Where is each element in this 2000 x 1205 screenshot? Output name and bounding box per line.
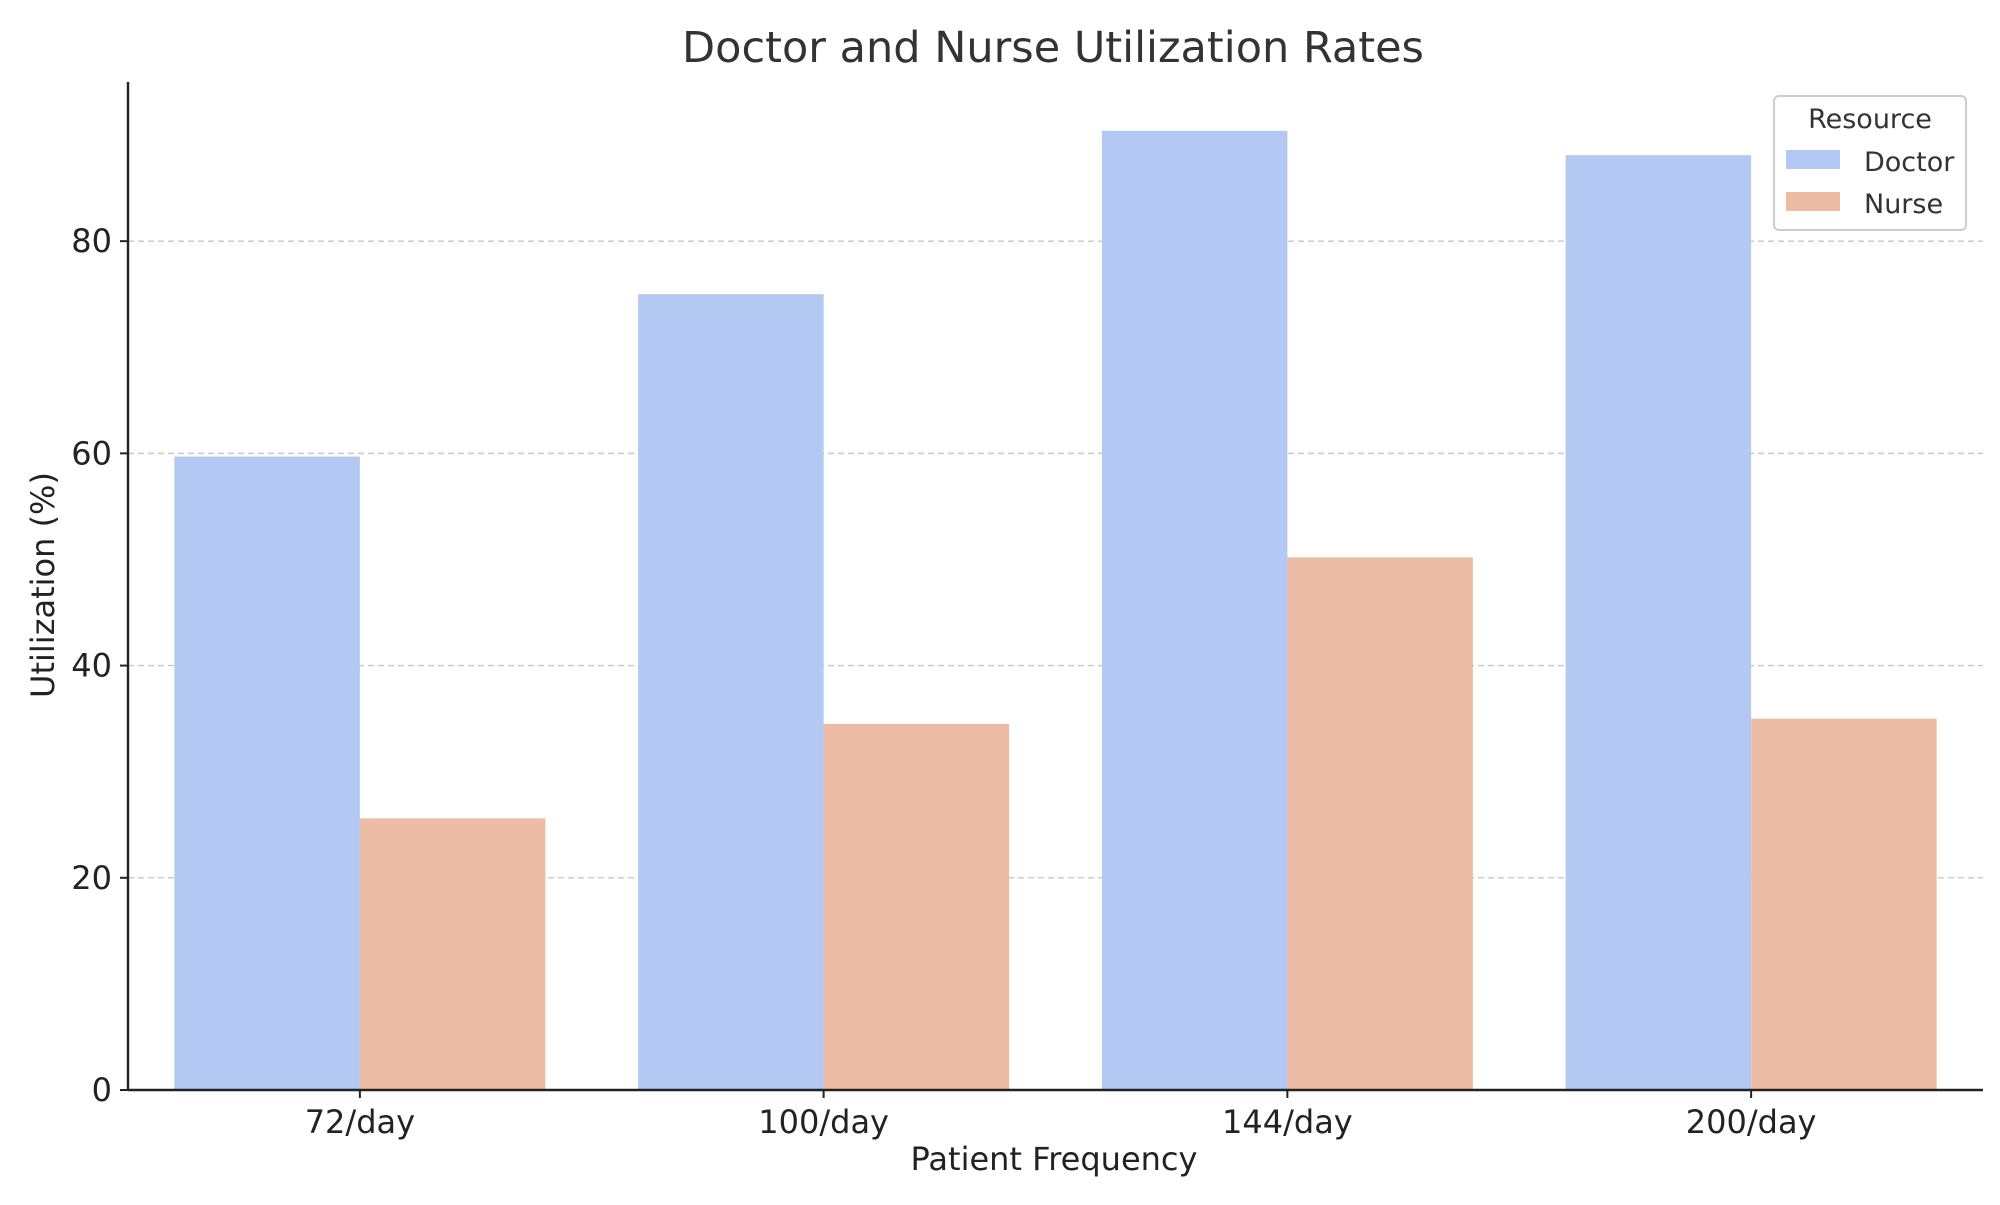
legend-title: Resource (1808, 104, 1932, 135)
bars (174, 130, 1937, 1091)
bar-nurse-0 (359, 818, 546, 1090)
x-tick-label: 200/day (1686, 1103, 1817, 1141)
x-tick-label: 100/day (758, 1103, 889, 1141)
y-tick-label: 0 (92, 1071, 112, 1109)
y-tick-label: 40 (71, 647, 112, 685)
x-tick-label: 72/day (305, 1103, 415, 1141)
legend-swatch-nurse (1786, 192, 1840, 211)
bar-nurse-1 (823, 723, 1010, 1090)
bar-doctor-0 (174, 456, 360, 1090)
legend-label-doctor: Doctor (1864, 147, 1955, 178)
x-axis-label: Patient Frequency (911, 1140, 1198, 1178)
y-tick-label: 60 (71, 434, 112, 472)
bar-nurse-2 (1287, 557, 1473, 1090)
y-tick-label: 20 (71, 859, 112, 897)
bar-doctor-1 (638, 294, 824, 1090)
legend-items: Doctor Nurse (1786, 147, 1955, 220)
legend-swatch-doctor (1786, 150, 1840, 169)
y-ticks: 0 20 40 60 80 (71, 222, 128, 1109)
legend-label-nurse: Nurse (1864, 189, 1943, 220)
y-axis-label: Utilization (%) (24, 472, 62, 698)
axes (126, 82, 1983, 1092)
y-tick-label: 80 (71, 222, 112, 260)
x-ticks: 72/day 100/day 144/day 200/day (305, 1090, 1817, 1141)
bar-nurse-3 (1751, 718, 1937, 1090)
bar-doctor-2 (1101, 130, 1288, 1091)
legend: Resource Doctor Nurse (1773, 95, 1967, 231)
chart-title: Doctor and Nurse Utilization Rates (682, 23, 1424, 73)
bar-doctor-3 (1565, 155, 1752, 1090)
x-tick-label: 144/day (1222, 1103, 1353, 1141)
